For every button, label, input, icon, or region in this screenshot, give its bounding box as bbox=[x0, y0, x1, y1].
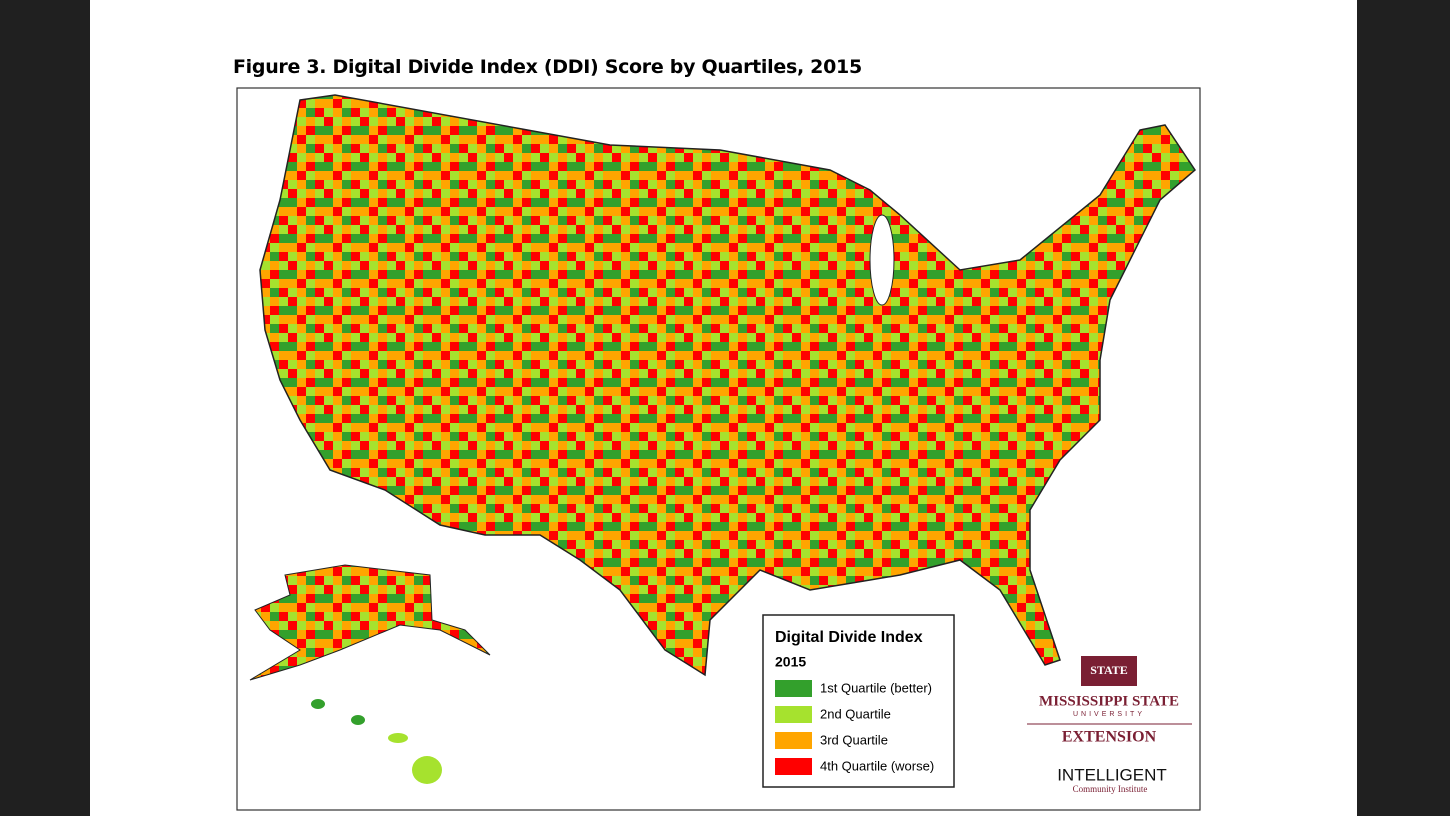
legend-label: 4th Quartile (worse) bbox=[820, 758, 934, 773]
hawaii-island bbox=[311, 699, 325, 709]
legend-swatch bbox=[775, 706, 812, 723]
logos: STATE MISSISSIPPI STATE UNIVERSITY EXTEN… bbox=[1027, 656, 1192, 794]
hawaii-island bbox=[388, 733, 408, 743]
hawaii-island bbox=[351, 715, 365, 725]
badge-text: STATE bbox=[1090, 663, 1128, 677]
legend-label: 3rd Quartile bbox=[820, 732, 888, 747]
partner-sub: Community Institute bbox=[1073, 784, 1148, 794]
us-mainland bbox=[259, 94, 1196, 677]
partner-name: INTELLIGENT bbox=[1057, 765, 1167, 784]
legend: Digital Divide Index 2015 1st Quartile (… bbox=[762, 614, 955, 788]
hawaii-island bbox=[412, 756, 442, 784]
legend-subtitle: 2015 bbox=[775, 654, 806, 670]
legend-label: 1st Quartile (better) bbox=[820, 680, 932, 695]
legend-swatch bbox=[775, 758, 812, 775]
university-sub: UNIVERSITY bbox=[1073, 711, 1145, 718]
figure-title: Figure 3. Digital Divide Index (DDI) Sco… bbox=[233, 56, 862, 78]
legend-title: Digital Divide Index bbox=[775, 629, 923, 646]
legend-swatch bbox=[775, 680, 812, 697]
badge bbox=[1081, 656, 1137, 686]
lake-michigan bbox=[869, 214, 895, 306]
university-name: MISSISSIPPI STATE bbox=[1039, 693, 1179, 709]
extension: EXTENSION bbox=[1062, 729, 1157, 746]
alaska bbox=[249, 564, 491, 681]
legend-swatch bbox=[775, 732, 812, 749]
legend-label: 2nd Quartile bbox=[820, 706, 891, 721]
